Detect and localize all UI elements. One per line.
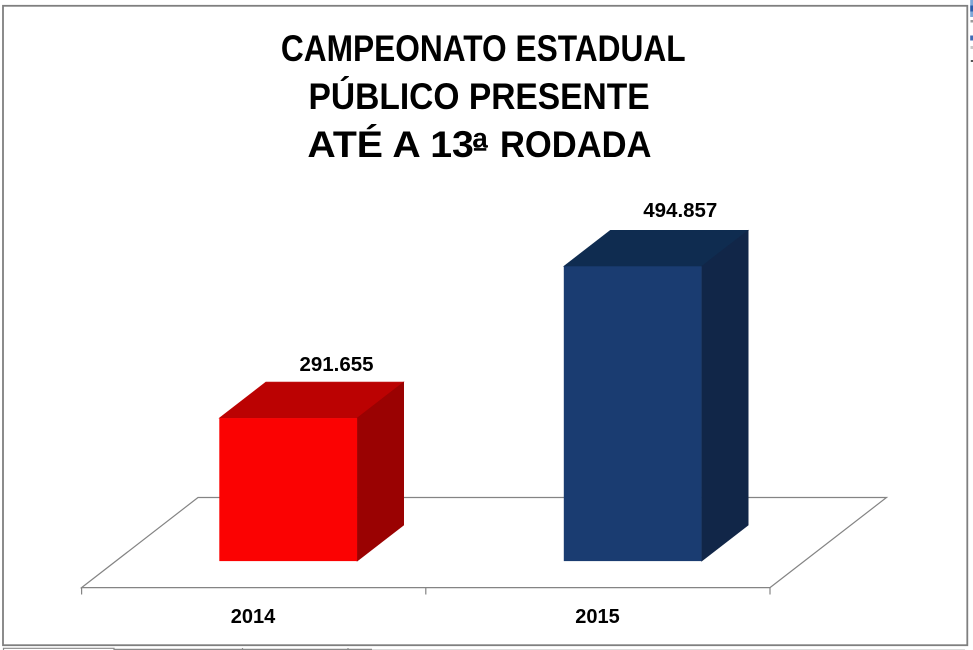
svg-text:2015: 2015 [575,606,620,628]
svg-text:291.655: 291.655 [299,353,373,376]
svg-text:PÚBLICO PRESENTE: PÚBLICO PRESENTE [309,75,650,117]
svg-text:494.857: 494.857 [643,199,717,222]
svg-text:CAMPEONATO ESTADUAL: CAMPEONATO ESTADUAL [281,27,686,69]
svg-text:2014: 2014 [231,606,276,628]
svg-text:ATÉ A 13: ATÉ A 13 [307,123,474,165]
svg-text:RODADA: RODADA [500,123,652,165]
svg-text:a: a [472,122,488,153]
